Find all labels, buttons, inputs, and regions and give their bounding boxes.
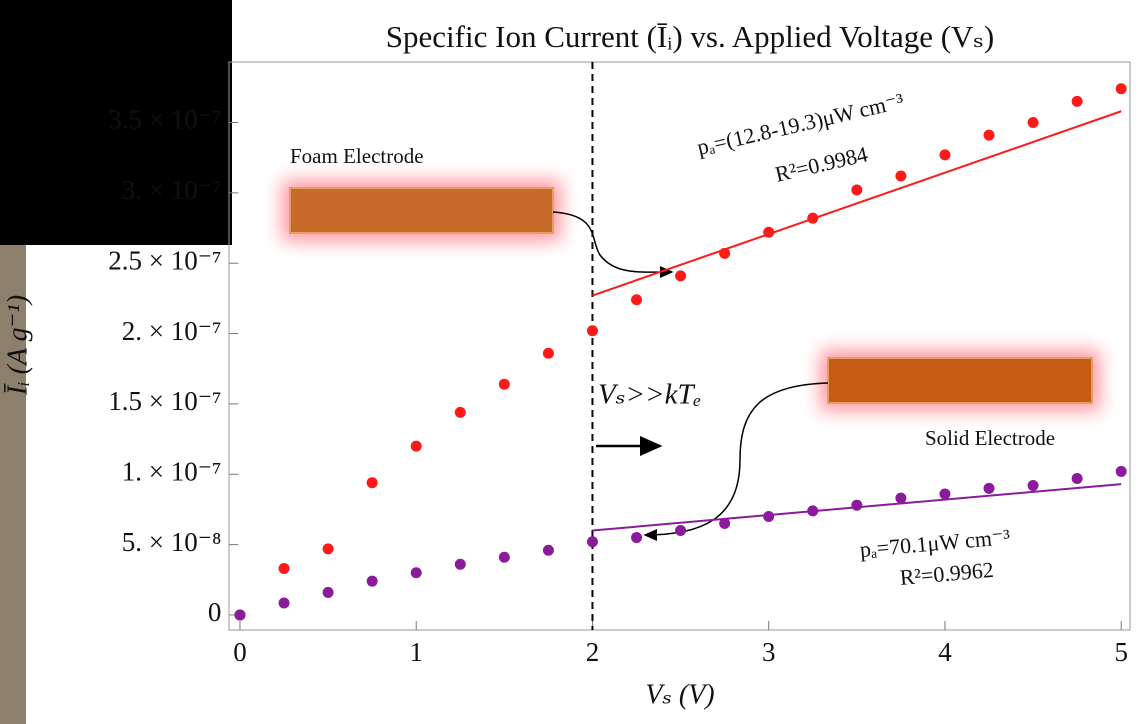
y-tick-label: 3. × 10⁻⁷ — [122, 175, 222, 205]
data-point — [278, 563, 290, 575]
data-point — [278, 597, 290, 609]
annotation: Vₛ>>kTₑ — [598, 379, 701, 411]
solid-electrode — [820, 350, 1100, 411]
annotation: Solid Electrode — [925, 426, 1055, 450]
x-tick-label: 5 — [1114, 637, 1128, 667]
electrode — [827, 357, 1093, 404]
data-point — [807, 212, 819, 224]
data-point — [542, 347, 554, 359]
data-point — [586, 536, 598, 548]
data-point — [675, 270, 687, 282]
data-point — [586, 325, 598, 337]
data-point — [1071, 472, 1083, 484]
data-point — [498, 551, 510, 563]
x-tick-label: 1 — [409, 637, 423, 667]
data-point — [322, 586, 334, 598]
data-point — [234, 609, 246, 621]
foam-electrode — [282, 180, 561, 241]
data-point — [851, 184, 863, 196]
y-tick-label: 1.5 × 10⁻⁷ — [108, 386, 221, 416]
y-tick-label: 2.5 × 10⁻⁷ — [108, 245, 221, 275]
x-axis-label: Vₛ (V) — [645, 679, 714, 710]
data-point — [895, 170, 907, 182]
annotation: Foam Electrode — [290, 144, 424, 168]
y-axis-label: Īᵢ (A g⁻¹) — [2, 295, 33, 396]
fit-line — [592, 110, 1122, 297]
data-point — [983, 482, 995, 494]
data-point — [807, 505, 819, 517]
data-point — [1027, 480, 1039, 492]
arrow — [643, 382, 829, 541]
x-tick-label: 4 — [938, 637, 952, 667]
data-point — [719, 517, 731, 529]
data-point — [1115, 465, 1127, 477]
data-point — [366, 477, 378, 489]
backdrop-strip — [0, 245, 26, 724]
y-tick-label: 2. × 10⁻⁷ — [122, 316, 222, 346]
data-point — [631, 532, 643, 544]
x-tick-label: 0 — [233, 637, 247, 667]
data-point — [1115, 83, 1127, 95]
y-tick-label: 1. × 10⁻⁷ — [122, 456, 222, 486]
data-point — [763, 226, 775, 238]
data-point — [939, 149, 951, 161]
y-tick-label: 0 — [208, 597, 222, 627]
data-point — [454, 406, 466, 418]
data-point — [763, 510, 775, 522]
annotation: pₐ=(12.8-19.3)μW cm⁻³ — [695, 88, 907, 160]
annotation: R²=0.9984 — [773, 141, 870, 187]
data-point — [1027, 117, 1039, 129]
data-point — [542, 544, 554, 556]
electrode — [289, 187, 554, 234]
y-tick-label: 5. × 10⁻⁸ — [122, 527, 222, 557]
x-tick-label: 3 — [762, 637, 776, 667]
data-point — [719, 247, 731, 259]
data-point — [675, 525, 687, 537]
plot-frame — [228, 61, 1131, 631]
data-point — [895, 492, 907, 504]
data-point — [1071, 95, 1083, 107]
data-point — [983, 129, 995, 141]
backdrop-dark — [0, 0, 232, 245]
arrow — [552, 211, 674, 279]
data-point — [410, 440, 422, 452]
data-point — [851, 499, 863, 511]
annotation: R²=0.9962 — [899, 557, 995, 590]
chart-title: Specific Ion Current (Īᵢ) vs. Applied Vo… — [386, 19, 994, 54]
data-point — [631, 294, 643, 306]
data-point — [322, 543, 334, 555]
data-point — [939, 488, 951, 500]
data-point — [498, 378, 510, 390]
data-point — [454, 558, 466, 570]
data-point — [366, 575, 378, 587]
data-point — [410, 567, 422, 579]
y-tick-label: 3.5 × 10⁻⁷ — [108, 105, 221, 135]
x-tick-label: 2 — [586, 637, 600, 667]
